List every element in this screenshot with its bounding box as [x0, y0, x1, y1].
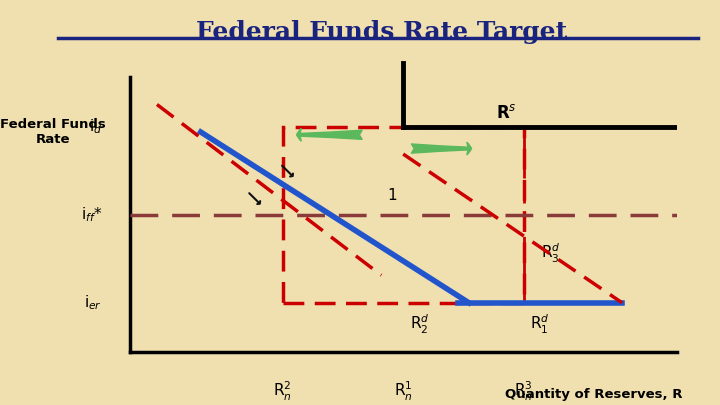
Text: R$^s$: R$^s$ — [496, 104, 517, 122]
Text: i$_{er}$: i$_{er}$ — [84, 294, 102, 312]
Text: 1: 1 — [387, 188, 397, 203]
Text: R$_n^1$: R$_n^1$ — [394, 380, 413, 403]
Text: i$_d$: i$_d$ — [89, 117, 102, 136]
Text: R$_3^d$: R$_3^d$ — [541, 242, 561, 265]
Text: i$_{ff}$*: i$_{ff}$* — [81, 205, 102, 224]
Text: R$_n^3$: R$_n^3$ — [514, 380, 533, 403]
Text: R$_2^d$: R$_2^d$ — [410, 313, 429, 337]
Text: R$_n^2$: R$_n^2$ — [274, 380, 292, 403]
Bar — [283, 126, 523, 303]
Text: R$_1^d$: R$_1^d$ — [530, 313, 550, 337]
Text: Federal Funds
Rate: Federal Funds Rate — [0, 118, 106, 146]
Text: Quantity of Reserves, R: Quantity of Reserves, R — [505, 388, 683, 401]
Text: Federal Funds Rate Target: Federal Funds Rate Target — [196, 20, 567, 44]
